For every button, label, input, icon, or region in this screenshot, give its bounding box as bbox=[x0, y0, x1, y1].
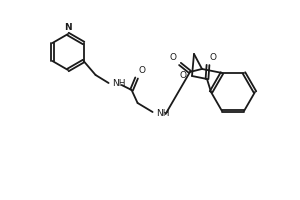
Text: O: O bbox=[170, 53, 177, 62]
Text: O: O bbox=[180, 71, 187, 79]
Text: NH: NH bbox=[157, 108, 170, 117]
Text: O: O bbox=[139, 66, 145, 75]
Text: NH: NH bbox=[112, 79, 126, 88]
Text: N: N bbox=[64, 23, 72, 32]
Text: O: O bbox=[210, 53, 217, 62]
